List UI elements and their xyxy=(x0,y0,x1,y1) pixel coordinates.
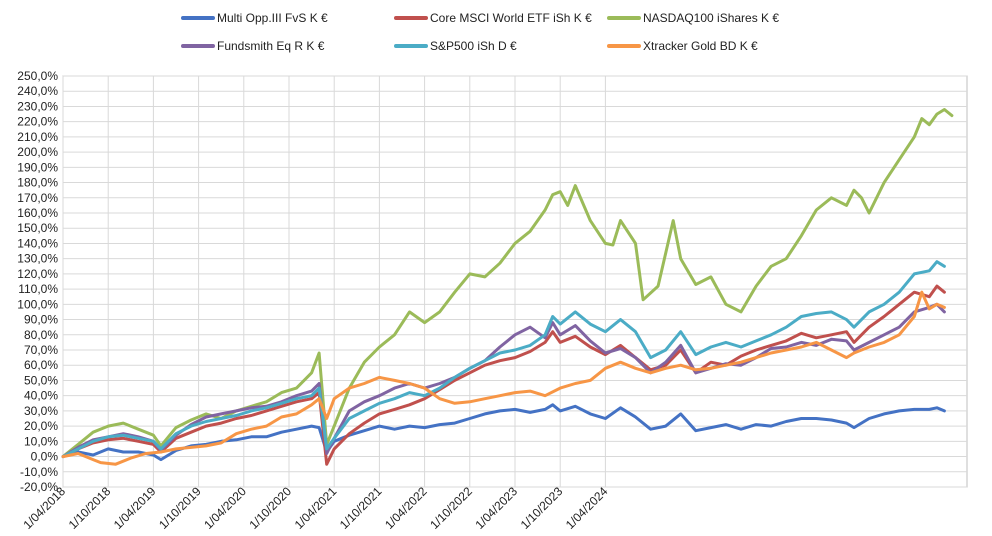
x-tick-label: 1/04/2022 xyxy=(382,484,430,532)
y-tick-label: 150,0% xyxy=(17,221,58,235)
y-tick-label: 180,0% xyxy=(17,176,58,190)
y-tick-label: 50,0% xyxy=(24,373,58,387)
y-tick-label: 10,0% xyxy=(24,434,58,448)
legend-label: Core MSCI World ETF iSh K € xyxy=(430,11,592,25)
x-tick-label: 1/04/2020 xyxy=(201,484,249,532)
y-tick-label: 30,0% xyxy=(24,404,58,418)
x-tick-label: 1/04/2023 xyxy=(472,484,520,532)
y-tick-label: 110,0% xyxy=(18,282,58,296)
y-tick-label: 20,0% xyxy=(24,419,58,433)
y-tick-label: 80,0% xyxy=(24,328,58,342)
x-tick-label: 1/10/2021 xyxy=(337,484,385,532)
y-tick-label: 250,0% xyxy=(17,69,58,83)
y-tick-label: 140,0% xyxy=(17,236,58,250)
y-tick-label: -10,0% xyxy=(20,465,58,479)
legend-label: NASDAQ100 iShares K € xyxy=(643,11,779,25)
y-tick-label: 60,0% xyxy=(24,358,58,372)
y-tick-label: 0,0% xyxy=(31,450,59,464)
y-tick-label: 70,0% xyxy=(24,343,58,357)
y-tick-label: -20,0% xyxy=(20,480,58,494)
legend-label: S&P500 iSh D € xyxy=(430,39,517,53)
series-line-2 xyxy=(61,108,954,459)
y-tick-label: 160,0% xyxy=(17,206,58,220)
y-tick-label: 170,0% xyxy=(17,191,58,205)
y-tick-label: 210,0% xyxy=(17,130,58,144)
x-tick-label: 1/10/2023 xyxy=(518,484,566,532)
series-lines xyxy=(61,108,954,466)
legend-label: Multi Opp.III FvS K € xyxy=(217,11,328,25)
series-line-0 xyxy=(61,403,946,462)
plot-area xyxy=(61,75,968,488)
legend-label: Xtracker Gold BD K € xyxy=(643,39,758,53)
y-tick-label: 240,0% xyxy=(17,84,58,98)
chart-legend: Multi Opp.III FvS K € Core MSCI World ETF… xyxy=(181,11,779,53)
y-tick-label: 230,0% xyxy=(17,99,58,113)
y-tick-label: 100,0% xyxy=(17,297,58,311)
x-axis: 1/04/20181/10/20181/04/20191/10/20191/04… xyxy=(20,484,610,532)
y-tick-label: 200,0% xyxy=(17,145,58,159)
y-axis: -20,0%-10,0%0,0% 10,0%20,0%30,0%40,0% 50,0… xyxy=(17,69,58,494)
x-tick-label: 1/04/2019 xyxy=(111,484,159,532)
series-line-5 xyxy=(61,290,946,466)
series-line-1 xyxy=(61,284,946,466)
x-tick-label: 1/10/2022 xyxy=(427,484,475,532)
x-tick-label: 1/04/2024 xyxy=(563,484,611,532)
series-line-4 xyxy=(61,260,946,459)
y-tick-label: 220,0% xyxy=(17,115,58,129)
x-tick-label: 1/10/2019 xyxy=(156,484,204,532)
y-tick-label: 90,0% xyxy=(24,313,58,327)
x-tick-label: 1/10/2018 xyxy=(66,484,114,532)
y-tick-label: 40,0% xyxy=(24,389,58,403)
y-tick-label: 120,0% xyxy=(17,267,58,281)
legend-label: Fundsmith Eq R K € xyxy=(217,39,325,53)
x-tick-label: 1/04/2021 xyxy=(292,484,340,532)
y-tick-label: 130,0% xyxy=(17,252,58,266)
y-tick-label: 190,0% xyxy=(17,160,58,174)
x-tick-label: 1/10/2020 xyxy=(246,484,294,532)
